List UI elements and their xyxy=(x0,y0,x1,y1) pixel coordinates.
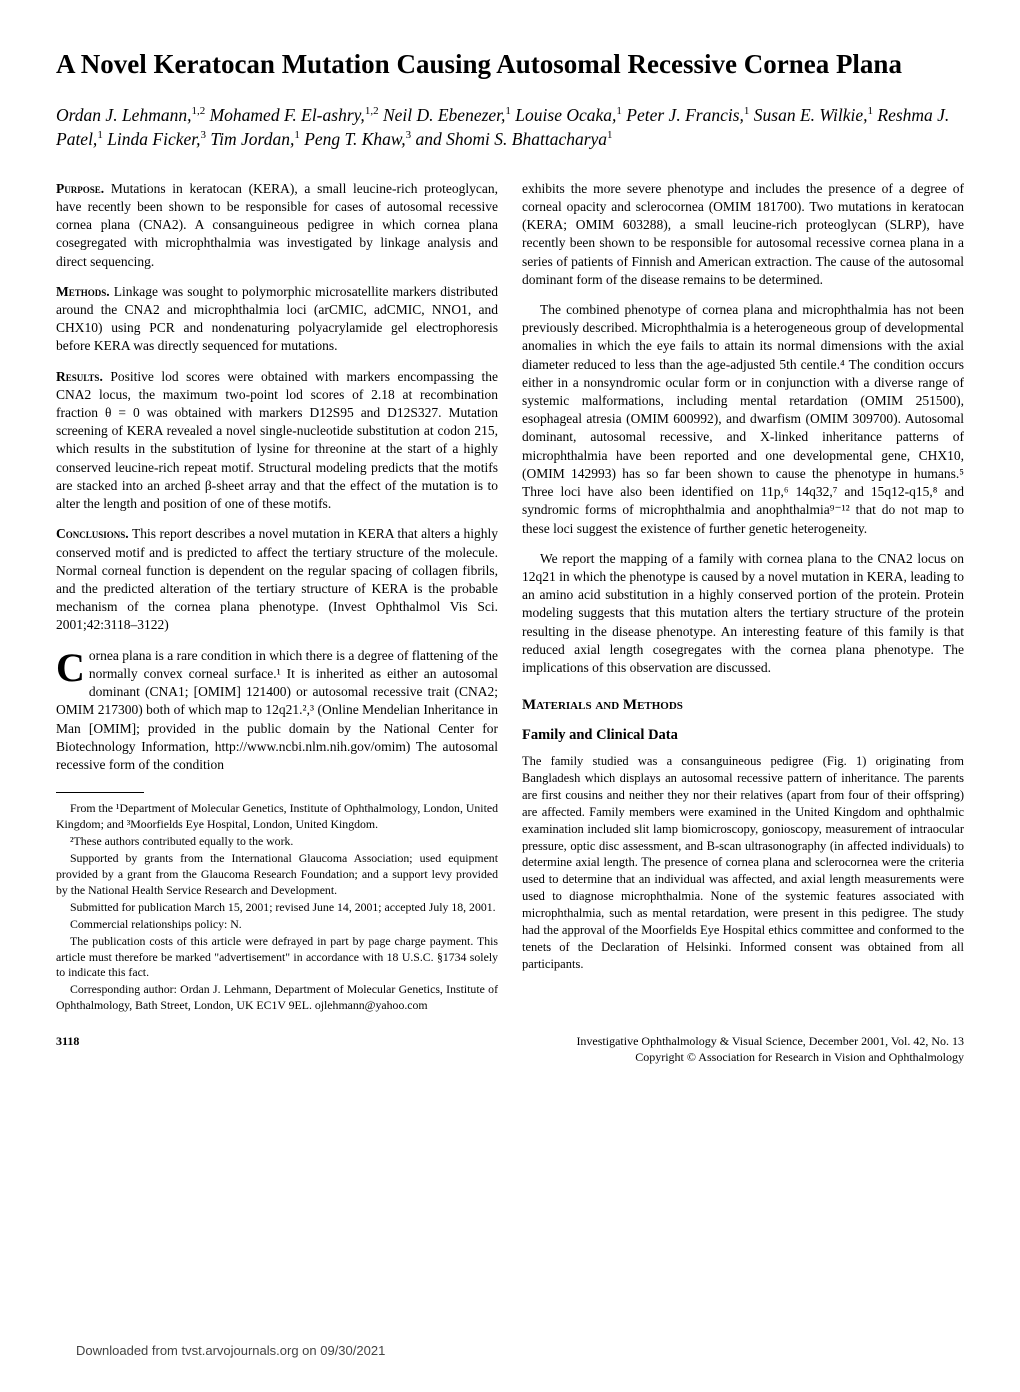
author-list: Ordan J. Lehmann,1,2 Mohamed F. El-ashry… xyxy=(56,104,964,151)
subsection-heading-family: Family and Clinical Data xyxy=(522,726,964,746)
affil-line: Submitted for publication March 15, 2001… xyxy=(56,900,498,916)
right-column: exhibits the more severe phenotype and i… xyxy=(522,180,964,1016)
article-title: A Novel Keratocan Mutation Causing Autos… xyxy=(56,48,964,80)
dropcap-c: C xyxy=(56,647,89,685)
abstract-results: Results. Positive lod scores were obtain… xyxy=(56,368,498,514)
abstract-purpose: Purpose. Mutations in keratocan (KERA), … xyxy=(56,180,498,271)
affil-line: ²These authors contributed equally to th… xyxy=(56,834,498,850)
results-label: Results. xyxy=(56,369,103,384)
affil-line: Supported by grants from the Internation… xyxy=(56,851,498,899)
separator-rule xyxy=(56,792,144,793)
journal-info: Investigative Ophthalmology & Visual Sci… xyxy=(576,1033,964,1065)
results-text: Positive lod scores were obtained with m… xyxy=(56,369,498,512)
affiliations: From the ¹Department of Molecular Geneti… xyxy=(56,801,498,1014)
purpose-text: Mutations in keratocan (KERA), a small l… xyxy=(56,181,498,269)
footer: 3118 Investigative Ophthalmology & Visua… xyxy=(56,1033,964,1065)
body-para: We report the mapping of a family with c… xyxy=(522,550,964,678)
abstract-methods: Methods. Linkage was sought to polymorph… xyxy=(56,283,498,356)
journal-line1: Investigative Ophthalmology & Visual Sci… xyxy=(576,1033,964,1049)
body-para: The combined phenotype of cornea plana a… xyxy=(522,301,964,538)
body-para: exhibits the more severe phenotype and i… xyxy=(522,180,964,289)
affil-line: From the ¹Department of Molecular Geneti… xyxy=(56,801,498,833)
abstract-conclusions: Conclusions. This report describes a nov… xyxy=(56,525,498,634)
affil-line: Corresponding author: Ordan J. Lehmann, … xyxy=(56,982,498,1014)
purpose-label: Purpose. xyxy=(56,181,104,196)
affil-line: The publication costs of this article we… xyxy=(56,934,498,982)
conclusions-text: This report describes a novel mutation i… xyxy=(56,526,498,632)
left-column: Purpose. Mutations in keratocan (KERA), … xyxy=(56,180,498,1016)
intro-text: ornea plana is a rare condition in which… xyxy=(56,648,498,772)
methods-label: Methods. xyxy=(56,284,110,299)
journal-line2: Copyright © Association for Research in … xyxy=(576,1049,964,1065)
conclusions-label: Conclusions. xyxy=(56,526,129,541)
methods-text: Linkage was sought to polymorphic micros… xyxy=(56,284,498,354)
download-watermark: Downloaded from tvst.arvojournals.org on… xyxy=(76,1342,385,1360)
section-heading-materials: Materials and Methods xyxy=(522,695,964,715)
page-number: 3118 xyxy=(56,1033,79,1065)
affil-line: Commercial relationships policy: N. xyxy=(56,917,498,933)
family-text: The family studied was a consanguineous … xyxy=(522,753,964,972)
intro-paragraph: Cornea plana is a rare condition in whic… xyxy=(56,647,498,775)
